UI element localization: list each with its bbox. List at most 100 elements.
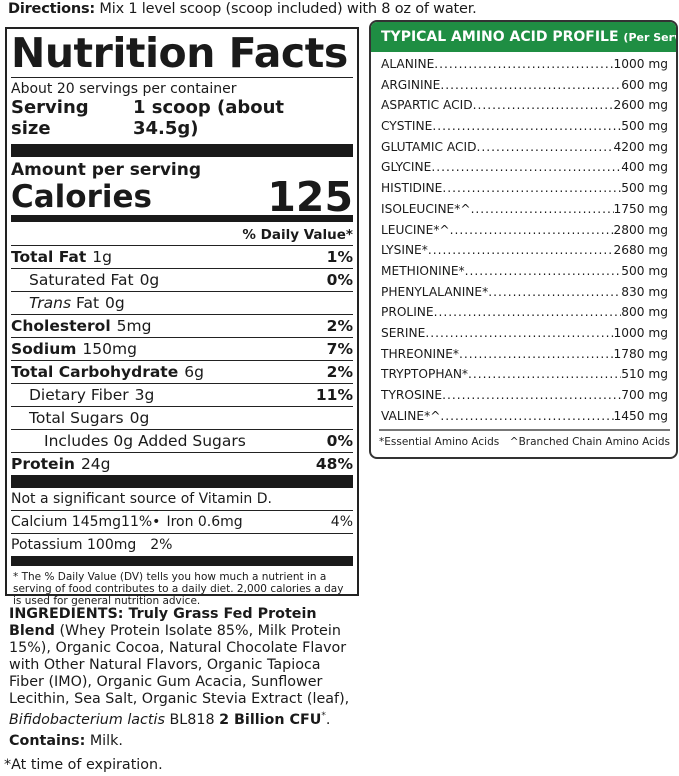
leader-dots xyxy=(440,406,613,427)
amino-row: TYROSINE 700 mg xyxy=(381,385,668,406)
nutrient-name: Saturated Fat xyxy=(29,271,134,289)
nutrient-row: Saturated Fat 0g 0% xyxy=(11,269,353,292)
divider-thick xyxy=(11,556,353,566)
nutrient-name: Sodium xyxy=(11,340,77,358)
leader-dots xyxy=(428,240,614,261)
nutrient-row: Total Carbohydrate 6g 2% xyxy=(11,361,353,384)
leader-dots xyxy=(471,199,614,220)
amino-row: LYSINE* 2680 mg xyxy=(381,240,668,261)
amino-name: GLUTAMIC ACID xyxy=(381,139,477,154)
divider xyxy=(379,429,670,432)
nutrient-name: Cholesterol xyxy=(11,317,111,335)
nutrient-name: Total Sugars xyxy=(29,409,124,427)
leader-dots xyxy=(425,323,613,344)
nutrient-amount: 3g xyxy=(134,386,155,404)
nutrient-row: Includes 0g Added Sugars 0% xyxy=(11,430,353,453)
leader-dots xyxy=(450,220,614,241)
directions: Directions: Mix 1 level scoop (scoop inc… xyxy=(8,1,477,17)
nutrient-daily-value: 0% xyxy=(326,432,353,450)
leader-dots xyxy=(440,75,621,96)
amino-value: 500 mg xyxy=(621,119,668,134)
amino-row: METHIONINE* 500 mg xyxy=(381,261,668,282)
amino-row: GLUTAMIC ACID 4200 mg xyxy=(381,137,668,158)
leader-dots xyxy=(434,302,622,323)
nutrient-daily-value: 7% xyxy=(326,340,353,358)
amino-row: ASPARTIC ACID 2600 mg xyxy=(381,95,668,116)
vitamin-d-row: Not a significant source of Vitamin D. xyxy=(11,488,353,511)
nutrient-rows: Total Fat 1g 1% Saturated Fat 0g 0% Trans Fat 0… xyxy=(11,246,353,475)
calcium-iron-row: Calcium 145mg 11% • Iron 0.6mg 4% xyxy=(11,511,353,534)
nutrient-daily-value: 2% xyxy=(326,363,353,381)
amino-row: LEUCINE*^ 2800 mg xyxy=(381,220,668,241)
amino-value: 4200 mg xyxy=(613,139,669,154)
amino-name: PHENYLALANINE* xyxy=(381,284,489,299)
nutrient-daily-value: 11% xyxy=(315,386,353,404)
divider-thick xyxy=(11,144,353,157)
leader-dots xyxy=(468,364,621,385)
nutrient-amount: 24g xyxy=(80,455,111,473)
nutrient-daily-value: 1% xyxy=(326,248,353,266)
amino-row: SERINE 1000 mg xyxy=(381,323,668,344)
amino-value: 830 mg xyxy=(621,284,668,299)
nutrient-name: Total Carbohydrate xyxy=(11,363,179,381)
amino-name: HISTIDINE xyxy=(381,181,443,196)
calories-value: 125 xyxy=(267,173,353,221)
amino-value: 2600 mg xyxy=(613,98,669,113)
amino-name: LYSINE* xyxy=(381,243,428,258)
calories: Calories 125 xyxy=(11,173,353,221)
amino-list: ALANINE 1000 mg ARGININE 600 mg ASPARTIC ACI… xyxy=(371,52,676,426)
nutrient-name: Includes 0g Added Sugars xyxy=(44,432,246,450)
amino-value: 1750 mg xyxy=(613,201,669,216)
potassium-row: Potassium 100mg 2% xyxy=(11,537,173,553)
nutrition-facts-panel: Nutrition Facts About 20 servings per co… xyxy=(5,27,359,607)
amino-name: SERINE xyxy=(381,325,426,340)
amount-per-serving: Amount per serving xyxy=(11,160,202,180)
amino-name: ISOLEUCINE*^ xyxy=(381,201,471,216)
amino-value: 800 mg xyxy=(621,305,668,320)
nutrient-amount: 150mg xyxy=(82,340,137,358)
nutrient-amount: 6g xyxy=(184,363,204,381)
nutrient-amount: 0g xyxy=(129,409,150,427)
nutrient-amount: 5mg xyxy=(116,317,152,335)
amino-row: PROLINE 800 mg xyxy=(381,302,668,323)
nutrient-row: Protein 24g 48% xyxy=(11,453,353,475)
nutrient-amount: 0g xyxy=(139,271,160,289)
amino-value: 1000 mg xyxy=(613,325,669,340)
amino-row: PHENYLALANINE* 830 mg xyxy=(381,282,668,303)
amino-value: 1780 mg xyxy=(613,346,669,361)
leader-dots xyxy=(459,344,614,365)
amino-row: CYSTINE 500 mg xyxy=(381,116,668,137)
ingredients: INGREDIENTS: Truly Grass Fed Protein Ble… xyxy=(9,606,350,728)
leader-dots xyxy=(431,157,621,178)
amino-row: ARGININE 600 mg xyxy=(381,75,668,96)
amino-value: 1000 mg xyxy=(613,57,669,71)
leader-dots xyxy=(442,178,621,199)
nutrient-name: Protein xyxy=(11,455,75,473)
amino-row: GLYCINE 400 mg xyxy=(381,157,668,178)
amino-row: THREONINE* 1780 mg xyxy=(381,344,668,365)
amino-legend: *Essential Amino Acids ^Branched Chain A… xyxy=(379,436,670,449)
nutrient-row: Trans Fat 0g xyxy=(11,292,353,315)
amino-value: 2680 mg xyxy=(613,243,669,258)
amino-row: ISOLEUCINE*^ 1750 mg xyxy=(381,199,668,220)
nutrient-name: Trans xyxy=(29,294,72,312)
amino-name: TRYPTOPHAN* xyxy=(381,367,469,382)
allergen-contains: Contains: Milk. xyxy=(9,733,123,749)
amino-name: ASPARTIC ACID xyxy=(381,98,473,113)
nutrient-row: Total Sugars 0g xyxy=(11,407,353,430)
amino-name: LEUCINE*^ xyxy=(381,222,450,237)
nutrient-daily-value: 0% xyxy=(326,271,353,289)
amino-name: THREONINE* xyxy=(381,346,459,361)
amino-value: 1450 mg xyxy=(613,408,669,423)
amino-value: 400 mg xyxy=(621,160,668,175)
leader-dots xyxy=(473,95,614,116)
amino-row: HISTIDINE 500 mg xyxy=(381,178,668,199)
amino-name: GLYCINE xyxy=(381,160,432,175)
leader-dots xyxy=(434,54,613,75)
amino-row: TRYPTOPHAN* 510 mg xyxy=(381,364,668,385)
divider-thick xyxy=(11,475,353,488)
nutrient-daily-value: 2% xyxy=(326,317,353,335)
amino-value: 700 mg xyxy=(621,388,668,402)
amino-row: VALINE*^ 1450 mg xyxy=(381,406,668,427)
amino-name: VALINE*^ xyxy=(381,408,441,423)
